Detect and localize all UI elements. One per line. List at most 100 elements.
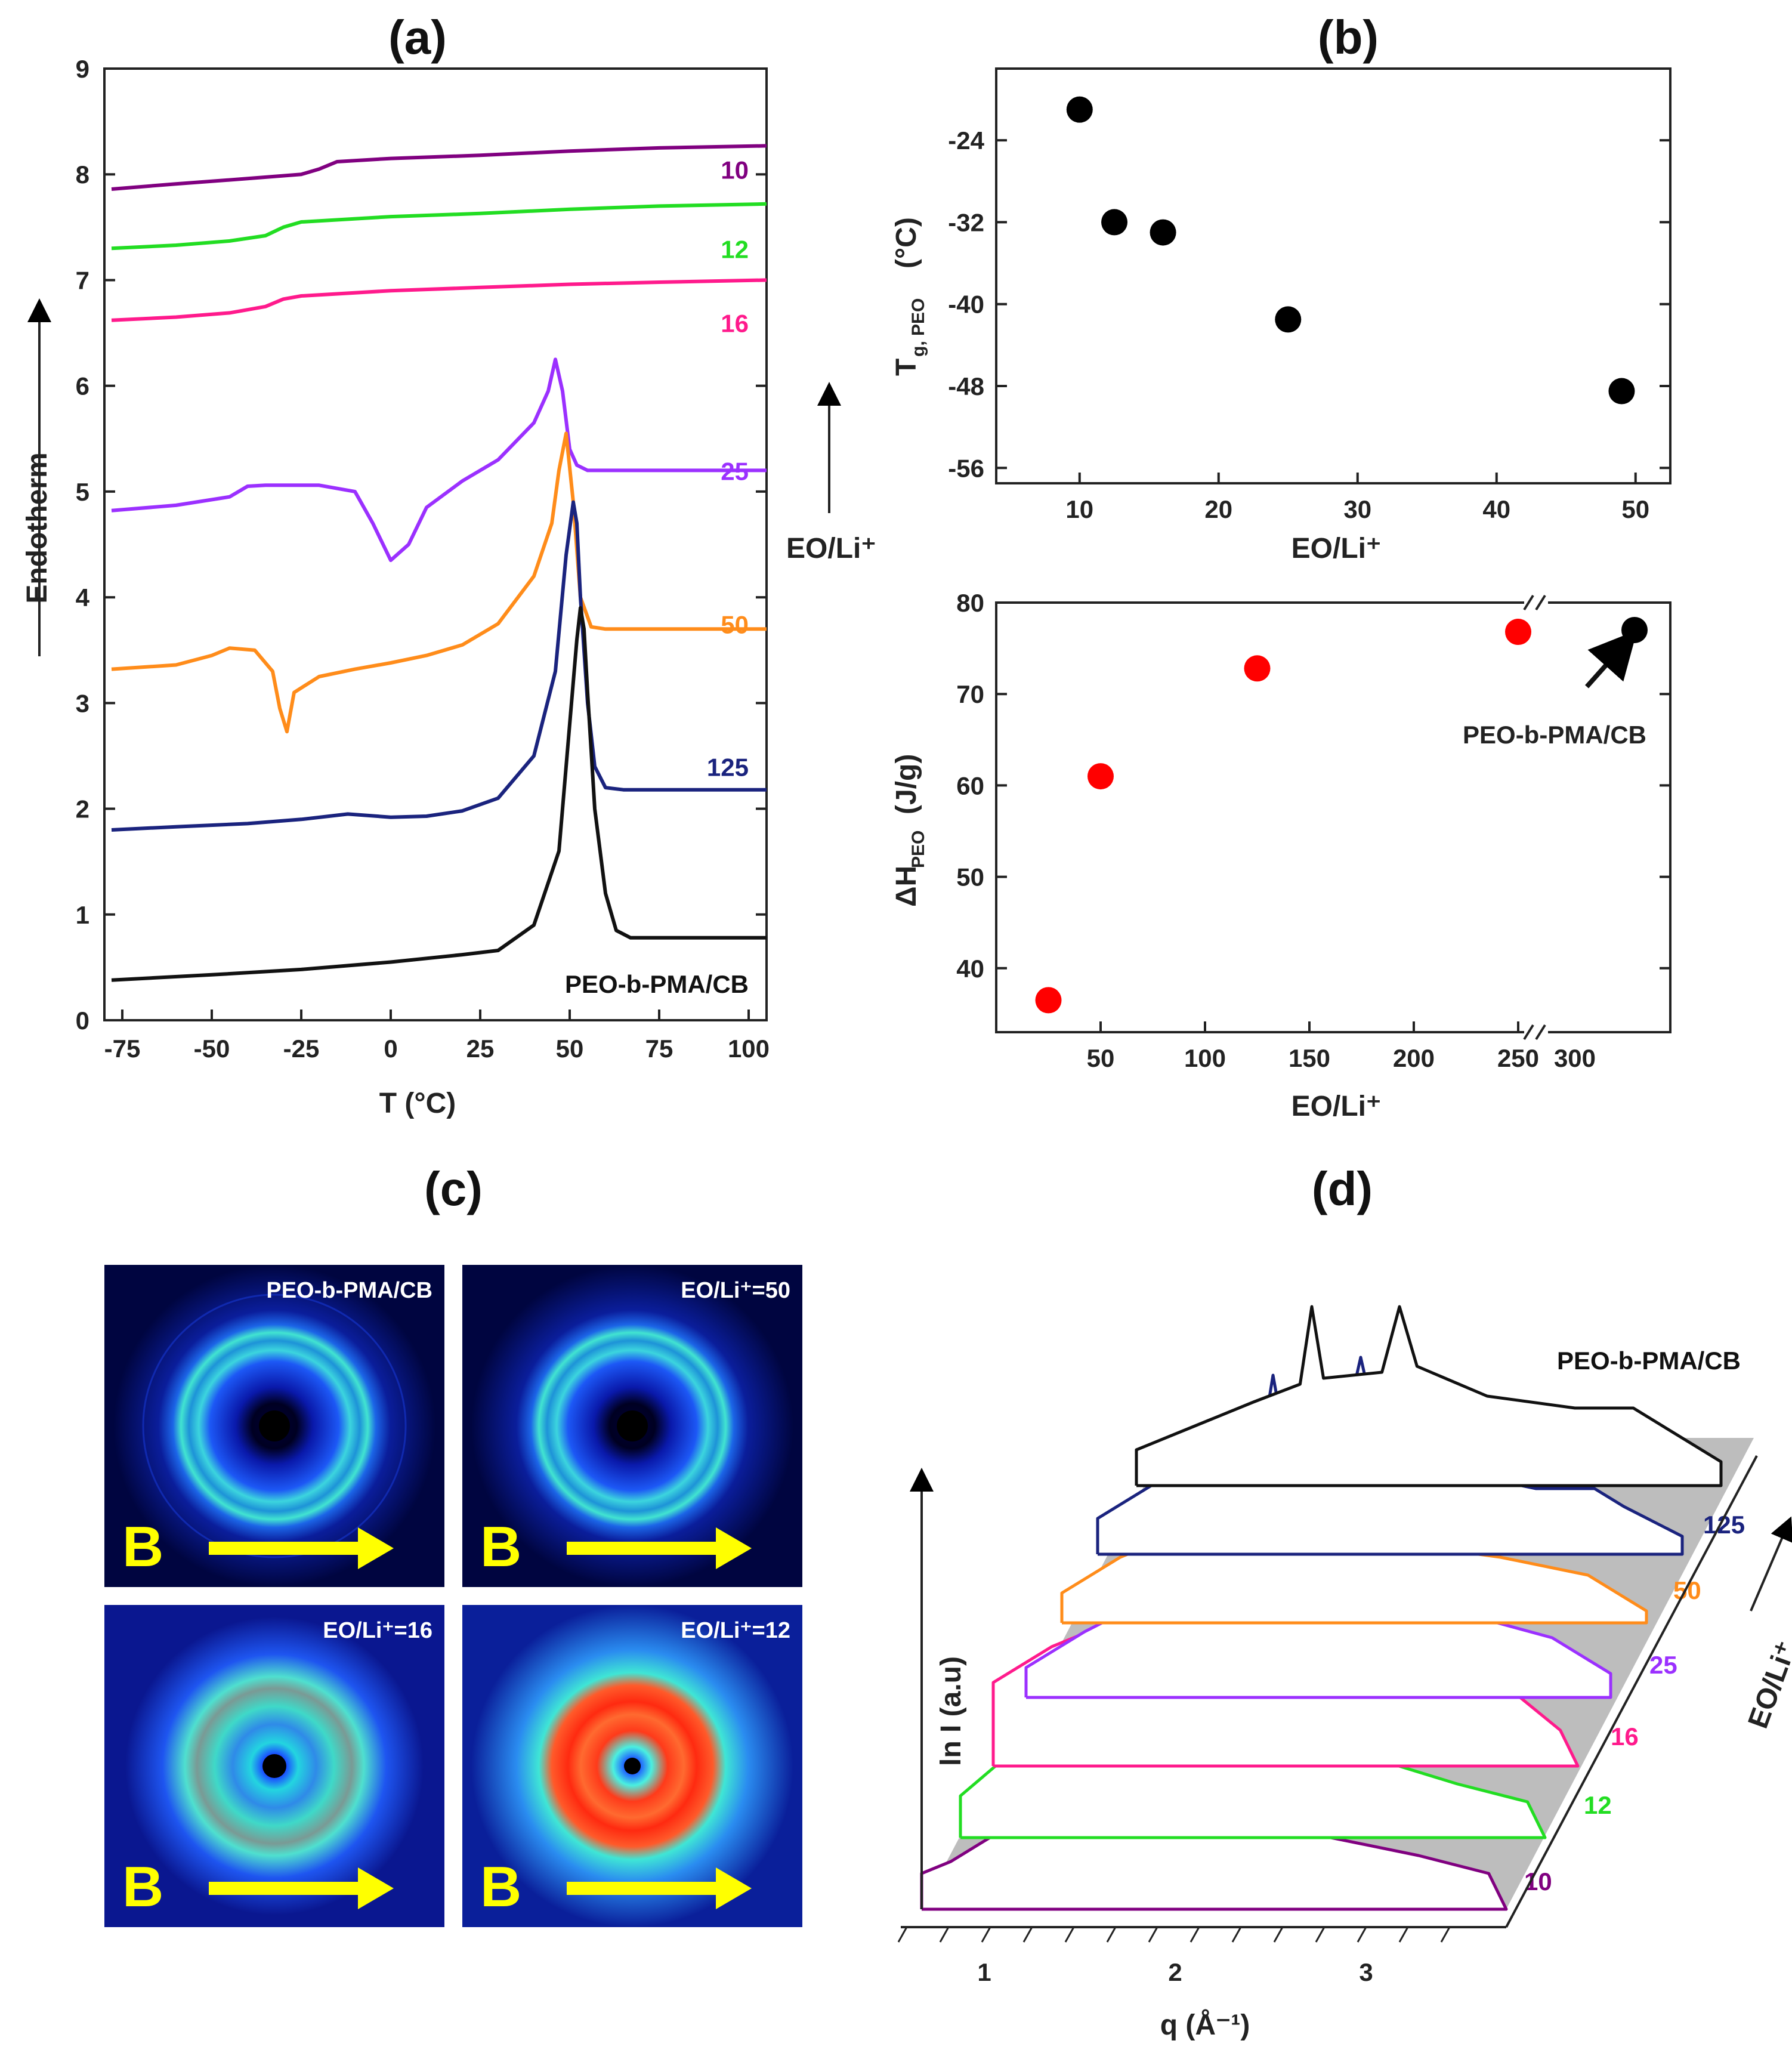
panel-b-top-ytick-label: -56 [948, 454, 984, 482]
panel-a-series-PEO-b-PMA/CB [111, 606, 767, 982]
panel-a-xtick-label: 25 [466, 1035, 495, 1063]
panel-a-xtick-label: 100 [728, 1035, 770, 1063]
panel-b-bottom-reference-point [1621, 616, 1648, 643]
panel-d-trace-fill [1136, 1307, 1721, 1486]
panel-a-eo-li-label: EO/Li⁺ [786, 533, 876, 564]
panel-d-minor-tick [1231, 1927, 1242, 1943]
panel-a-ytick-label: 1 [76, 901, 89, 929]
panel-d-xlabel: q (Å⁻¹) [1160, 2009, 1250, 2041]
panel-a-ytick-label: 2 [76, 795, 89, 823]
panel-a-ytick-label: 7 [76, 266, 89, 294]
panel-a-ytick-label: 5 [76, 478, 89, 506]
panel-b-top-ylabel-sub: g, PEO [909, 298, 928, 357]
saxs-image-16: EO/Li⁺=16 B [104, 1605, 444, 1927]
panel-a-series-label: 10 [721, 156, 749, 184]
panel-a-xtick-label: 0 [384, 1035, 397, 1063]
panel-d-minor-tick [897, 1927, 908, 1943]
panel-b-top-frame [995, 67, 1671, 484]
panel-b-top-point [1101, 209, 1128, 236]
panel-d-trace-label: PEO-b-PMA/CB [1557, 1347, 1741, 1375]
panel-b-top-point [1066, 96, 1093, 123]
panel-d-minor-tick [1273, 1927, 1284, 1943]
panel-b-bottom-ytick-label: 70 [956, 680, 984, 708]
panel-a-xtick-label: 50 [556, 1035, 584, 1063]
panel-b-tg-chart: 10 20 30 40 50 -24 -32 -40 -48 -56 EO/Li⁺ T g, PE… [891, 67, 1671, 564]
panel-a-series-label: 12 [721, 235, 749, 263]
panel-b-top-ylabel-unit: (°C) [891, 217, 922, 268]
panel-d-minor-tick [1106, 1927, 1117, 1943]
panel-a-ylabel: Endotherm [21, 452, 53, 603]
panel-d-trace-label: 16 [1611, 1722, 1639, 1751]
panel-b-top-ylabel-main: T [891, 359, 922, 376]
panel-b-top-xtick-label: 50 [1621, 495, 1649, 523]
panel-a-xtick-label: -25 [283, 1035, 320, 1063]
panel-d-trace-label: 125 [1703, 1511, 1745, 1539]
panel-a-ytick-label: 4 [76, 584, 90, 612]
panel-d-depth-axis [1505, 1455, 1758, 1928]
panel-b-title: (b) [1318, 11, 1379, 64]
panel-d-minor-tick [1064, 1927, 1075, 1943]
panel-c-title: (c) [424, 1162, 483, 1215]
panel-d-depth-arrow [1750, 1516, 1792, 1612]
panel-b-bottom-ylabel: ΔH PEO (J/g) [891, 754, 928, 907]
saxs-image-50-label: EO/Li⁺=50 [681, 1278, 790, 1303]
panel-d-trace-label: 12 [1584, 1791, 1612, 1819]
panel-b-top-point [1150, 219, 1176, 246]
panel-d-minor-tick [939, 1927, 950, 1943]
panel-d-title: (d) [1312, 1162, 1373, 1215]
panel-d-xtick-label: 1 [977, 1958, 991, 1986]
panel-a-series-label: 50 [721, 610, 749, 638]
panel-b-dh-chart: 50 100 150 200 250 300 40 50 60 70 80 PEO-b-PMA/CB… [891, 589, 1671, 1122]
panel-a-xlabel: T (°C) [379, 1088, 456, 1119]
panel-b-bottom-xlabel: EO/Li⁺ [1292, 1091, 1382, 1122]
saxs-image-12: EO/Li⁺=12 B [462, 1605, 802, 1927]
panel-d-ylabel: ln I (a.u) [935, 1656, 967, 1766]
panel-c-saxs-images: PEO-b-PMA/CB B EO/Li⁺=50 B EO/Li⁺=16 B [104, 1265, 802, 1927]
panel-b-bottom-frame [995, 601, 1671, 1033]
panel-a-ytick-label: 0 [76, 1007, 89, 1035]
panel-b-bottom-xtick-label: 50 [1087, 1044, 1115, 1072]
panel-a-xtick-label: -50 [194, 1035, 230, 1063]
panel-b-top-ytick-label: -24 [948, 126, 984, 155]
panel-a-series-label: 125 [707, 754, 749, 782]
saxs-image-peo: PEO-b-PMA/CB B [104, 1265, 444, 1587]
panel-a-xtick-label: 75 [645, 1035, 673, 1063]
panel-d-minor-tick [981, 1927, 991, 1943]
panel-b-bottom-point [1035, 987, 1062, 1014]
panel-b-bottom-ytick-label: 60 [956, 771, 984, 799]
panel-b-bottom-point [1244, 655, 1271, 682]
panel-d-minor-tick [1357, 1927, 1367, 1943]
panel-b-top-ytick-label: -32 [948, 208, 984, 236]
panel-b-top-ytick-label: -48 [948, 372, 984, 400]
panel-d-xtick-label: 3 [1359, 1958, 1373, 1986]
panel-b-top-xtick-label: 10 [1065, 495, 1093, 523]
panel-a-series-50 [111, 431, 767, 734]
panel-d-minor-tick [1315, 1927, 1326, 1943]
saxs-image-16-b: B [122, 1855, 163, 1919]
panel-b-top-xtick-label: 30 [1343, 495, 1371, 523]
panel-d-trace-label: 25 [1649, 1651, 1677, 1679]
panel-b-top-xtick-label: 40 [1482, 495, 1510, 523]
panel-b-bottom-xtick-label: 100 [1184, 1044, 1226, 1072]
panel-b-bottom-ylabel-main: ΔH [891, 866, 922, 907]
panel-b-top-point [1608, 378, 1635, 405]
panel-a-series-125 [111, 500, 767, 832]
panel-a-series-label: PEO-b-PMA/CB [565, 970, 749, 998]
panel-d-minor-tick [1398, 1927, 1409, 1943]
saxs-image-12-b: B [480, 1855, 521, 1919]
panel-a-ytick-label: 9 [76, 55, 89, 83]
panel-a-xtick-label: -75 [104, 1035, 141, 1063]
panel-b-top-ylabel: T g, PEO (°C) [891, 217, 928, 376]
panel-a-series-label: 16 [721, 309, 749, 337]
panel-b-bottom-xtick-label: 200 [1393, 1044, 1435, 1072]
saxs-image-50-b: B [480, 1515, 521, 1579]
panel-a-ytick-label: 8 [76, 160, 89, 189]
panel-a-series-16 [111, 278, 767, 322]
panel-a-frame [103, 67, 768, 1021]
panel-b-bottom-xtick-label-300: 300 [1554, 1044, 1596, 1072]
panel-d-minor-tick [1148, 1927, 1158, 1943]
panel-b-bottom-xtick-label: 150 [1289, 1044, 1330, 1072]
saxs-image-peo-b: B [122, 1515, 163, 1579]
